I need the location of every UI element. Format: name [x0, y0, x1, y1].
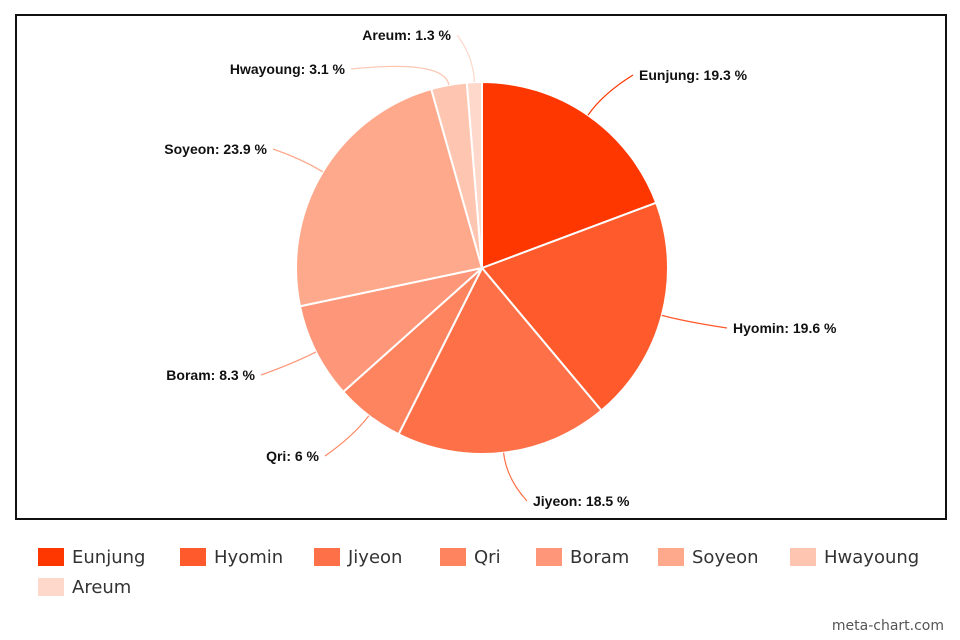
chart-frame: Eunjung: 19.3 % Hyomin: 19.6 % Jiyeon: 18.… [15, 14, 947, 520]
pie-chart: Eunjung: 19.3 % Hyomin: 19.6 % Jiyeon: 18.… [164, 27, 837, 509]
data-label-hwayoung: Hwayoung: 3.1 % [230, 61, 346, 77]
data-label-soyeon: Soyeon: 23.9 % [164, 141, 267, 157]
legend-swatch [180, 548, 206, 566]
legend-swatch [38, 548, 64, 566]
legend-label: Hyomin [214, 546, 284, 568]
pie-slice-eunjung[interactable] [481, 80, 658, 270]
legend-label: Areum [72, 576, 132, 598]
connector-line-qri [324, 415, 370, 457]
legend-item-hwayoung[interactable]: Hwayoung [790, 544, 919, 570]
pie-slice-soyeon[interactable] [295, 87, 484, 308]
data-label-eunjung: Eunjung: 19.3 % [639, 67, 748, 83]
data-label-jiyeon: Jiyeon: 18.5 % [533, 493, 630, 509]
connector-line-soyeon [272, 148, 324, 173]
legend-swatch [440, 548, 466, 566]
legend-item-hyomin[interactable]: Hyomin [180, 544, 283, 570]
legend-item-boram[interactable]: Boram [536, 544, 629, 570]
legend-item-areum[interactable]: Areum [38, 574, 131, 600]
legend-label: Boram [570, 546, 630, 568]
legend-item-soyeon[interactable]: Soyeon [658, 544, 759, 570]
connector-line-hwayoung [350, 65, 450, 86]
connector-line-hyomin [661, 314, 728, 329]
legend-item-qri[interactable]: Qri [440, 544, 501, 570]
legend-swatch [790, 548, 816, 566]
data-label-boram: Boram: 8.3 % [166, 367, 255, 383]
pie-slice-boram[interactable] [298, 266, 486, 394]
legend-item-eunjung[interactable]: Eunjung [38, 544, 145, 570]
data-label-areum: Areum: 1.3 % [362, 27, 451, 43]
legend-item-jiyeon[interactable]: Jiyeon [314, 544, 402, 570]
legend-label: Hwayoung [824, 546, 920, 568]
data-label-qri: Qri: 6 % [266, 448, 319, 464]
legend-label: Eunjung [72, 546, 146, 568]
connector-line-areum [456, 34, 476, 83]
connector-line-jiyeon [502, 452, 528, 502]
legend-swatch [38, 578, 64, 596]
legend-swatch [536, 548, 562, 566]
legend-label: Soyeon [692, 546, 759, 568]
connector-line-boram [260, 351, 317, 376]
watermark: meta-chart.com [831, 618, 944, 634]
legend-label: Qri [474, 546, 501, 568]
connector-line-eunjung [587, 74, 634, 116]
legend-swatch [314, 548, 340, 566]
pie-slice-hyomin[interactable] [480, 201, 669, 412]
legend-label: Jiyeon [348, 546, 403, 568]
data-label-hyomin: Hyomin: 19.6 % [733, 320, 837, 336]
legend: Eunjung Hyomin Jiyeon Qri Boram Soyeon Hwayoun… [38, 544, 938, 608]
legend-swatch [658, 548, 684, 566]
